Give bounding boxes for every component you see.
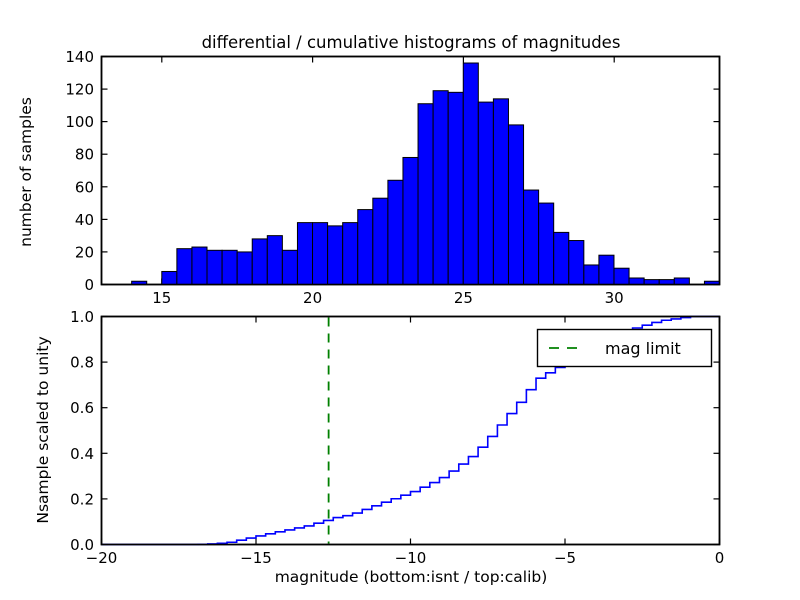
top-x-ticks: 15 20 25 30: [152, 56, 624, 307]
top-y-ticklabel: 80: [75, 146, 94, 164]
histogram-bar: [492, 98, 509, 285]
top-y-ticklabel: 40: [75, 211, 94, 229]
histogram-bar: [628, 277, 645, 285]
histogram-bar: [598, 254, 615, 286]
histogram-bar: [281, 249, 298, 286]
top-y-ticklabel: 100: [65, 113, 94, 131]
bottom-plot-frame-overlay: [100, 315, 721, 546]
bottom-x-ticklabel: −5: [554, 549, 576, 567]
top-x-ticklabel: 15: [152, 289, 171, 307]
legend[interactable]: mag limit: [536, 328, 713, 368]
top-x-ticklabel: 20: [303, 289, 322, 307]
histogram-bar: [402, 156, 419, 285]
top-y-axis-label: number of samples: [17, 97, 35, 247]
histogram-bar: [568, 240, 585, 285]
histogram-bar: [523, 189, 540, 285]
top-y-ticklabel: 0: [84, 276, 94, 294]
histogram-bar: [447, 91, 464, 285]
top-y-ticklabel: 20: [75, 243, 94, 261]
histogram-bar: [432, 90, 449, 285]
histogram-bar: [477, 101, 494, 285]
top-y-ticks: 0 20 40 60 80 100 120: [65, 48, 720, 294]
top-y-ticklabel: 60: [75, 178, 94, 196]
legend-label-mag-limit: mag limit: [605, 339, 681, 358]
histogram-bar: [206, 249, 223, 286]
bottom-y-ticklabel: 0.2: [70, 490, 94, 508]
bottom-y-ticklabel: 0.4: [70, 445, 94, 463]
histogram-bar: [583, 264, 600, 285]
top-y-ticklabel: 140: [65, 48, 94, 66]
chart-title: differential / cumulative histograms of …: [202, 33, 621, 52]
histogram-bar: [296, 222, 314, 285]
bottom-y-ticklabel: 0.6: [70, 399, 94, 417]
top-panel-differential-histogram: differential / cumulative histograms of …: [17, 33, 721, 307]
histogram-bar: [613, 267, 630, 285]
histogram-bar: [372, 197, 389, 285]
bottom-x-ticklabel: 0: [715, 549, 725, 567]
legend-box: [536, 328, 713, 368]
histogram-bars: [131, 62, 720, 286]
histogram-bar: [342, 222, 359, 285]
top-plot-frame-overlay: [100, 55, 721, 286]
histogram-bar: [161, 270, 178, 286]
bottom-y-axis-label: Nsample scaled to unity: [34, 336, 52, 523]
top-x-ticklabel: 25: [454, 289, 473, 307]
histogram-bar: [266, 235, 283, 285]
bottom-x-ticklabel: −20: [86, 549, 118, 567]
histogram-bar: [191, 246, 208, 285]
histogram-bar: [673, 277, 690, 285]
histogram-bar: [176, 248, 193, 285]
bottom-panel-cumulative: Nsample scaled to unity magnitude (botto…: [34, 308, 724, 586]
bottom-x-ticklabel: −15: [240, 549, 272, 567]
histogram-bar: [251, 238, 268, 285]
bottom-y-ticklabel: 0.8: [70, 354, 94, 372]
histogram-bar: [387, 179, 404, 286]
bottom-x-ticklabel: −10: [395, 549, 427, 567]
histogram-bar: [236, 251, 253, 285]
histogram-bar: [538, 202, 555, 286]
bottom-x-ticks: −20 −15 −10 −5 0: [86, 316, 725, 567]
histogram-bar: [221, 249, 238, 286]
bottom-x-axis-label: magnitude (bottom:isnt / top:calib): [275, 568, 548, 586]
top-x-ticklabel: 30: [605, 289, 624, 307]
histogram-bar: [417, 103, 434, 286]
bottom-y-ticks: 0.0 0.2 0.4 0.6 0.8 1.0: [70, 308, 720, 554]
bottom-y-ticklabel: 0.0: [70, 536, 94, 554]
histogram-bar: [553, 231, 570, 285]
top-y-ticklabel: 120: [65, 81, 94, 99]
histogram-bar: [312, 222, 329, 285]
bottom-y-ticklabel: 1.0: [70, 308, 94, 326]
histogram-bar: [357, 209, 374, 285]
histogram-bar: [462, 62, 479, 286]
histogram-bar: [507, 124, 525, 286]
histogram-bar: [327, 225, 344, 285]
